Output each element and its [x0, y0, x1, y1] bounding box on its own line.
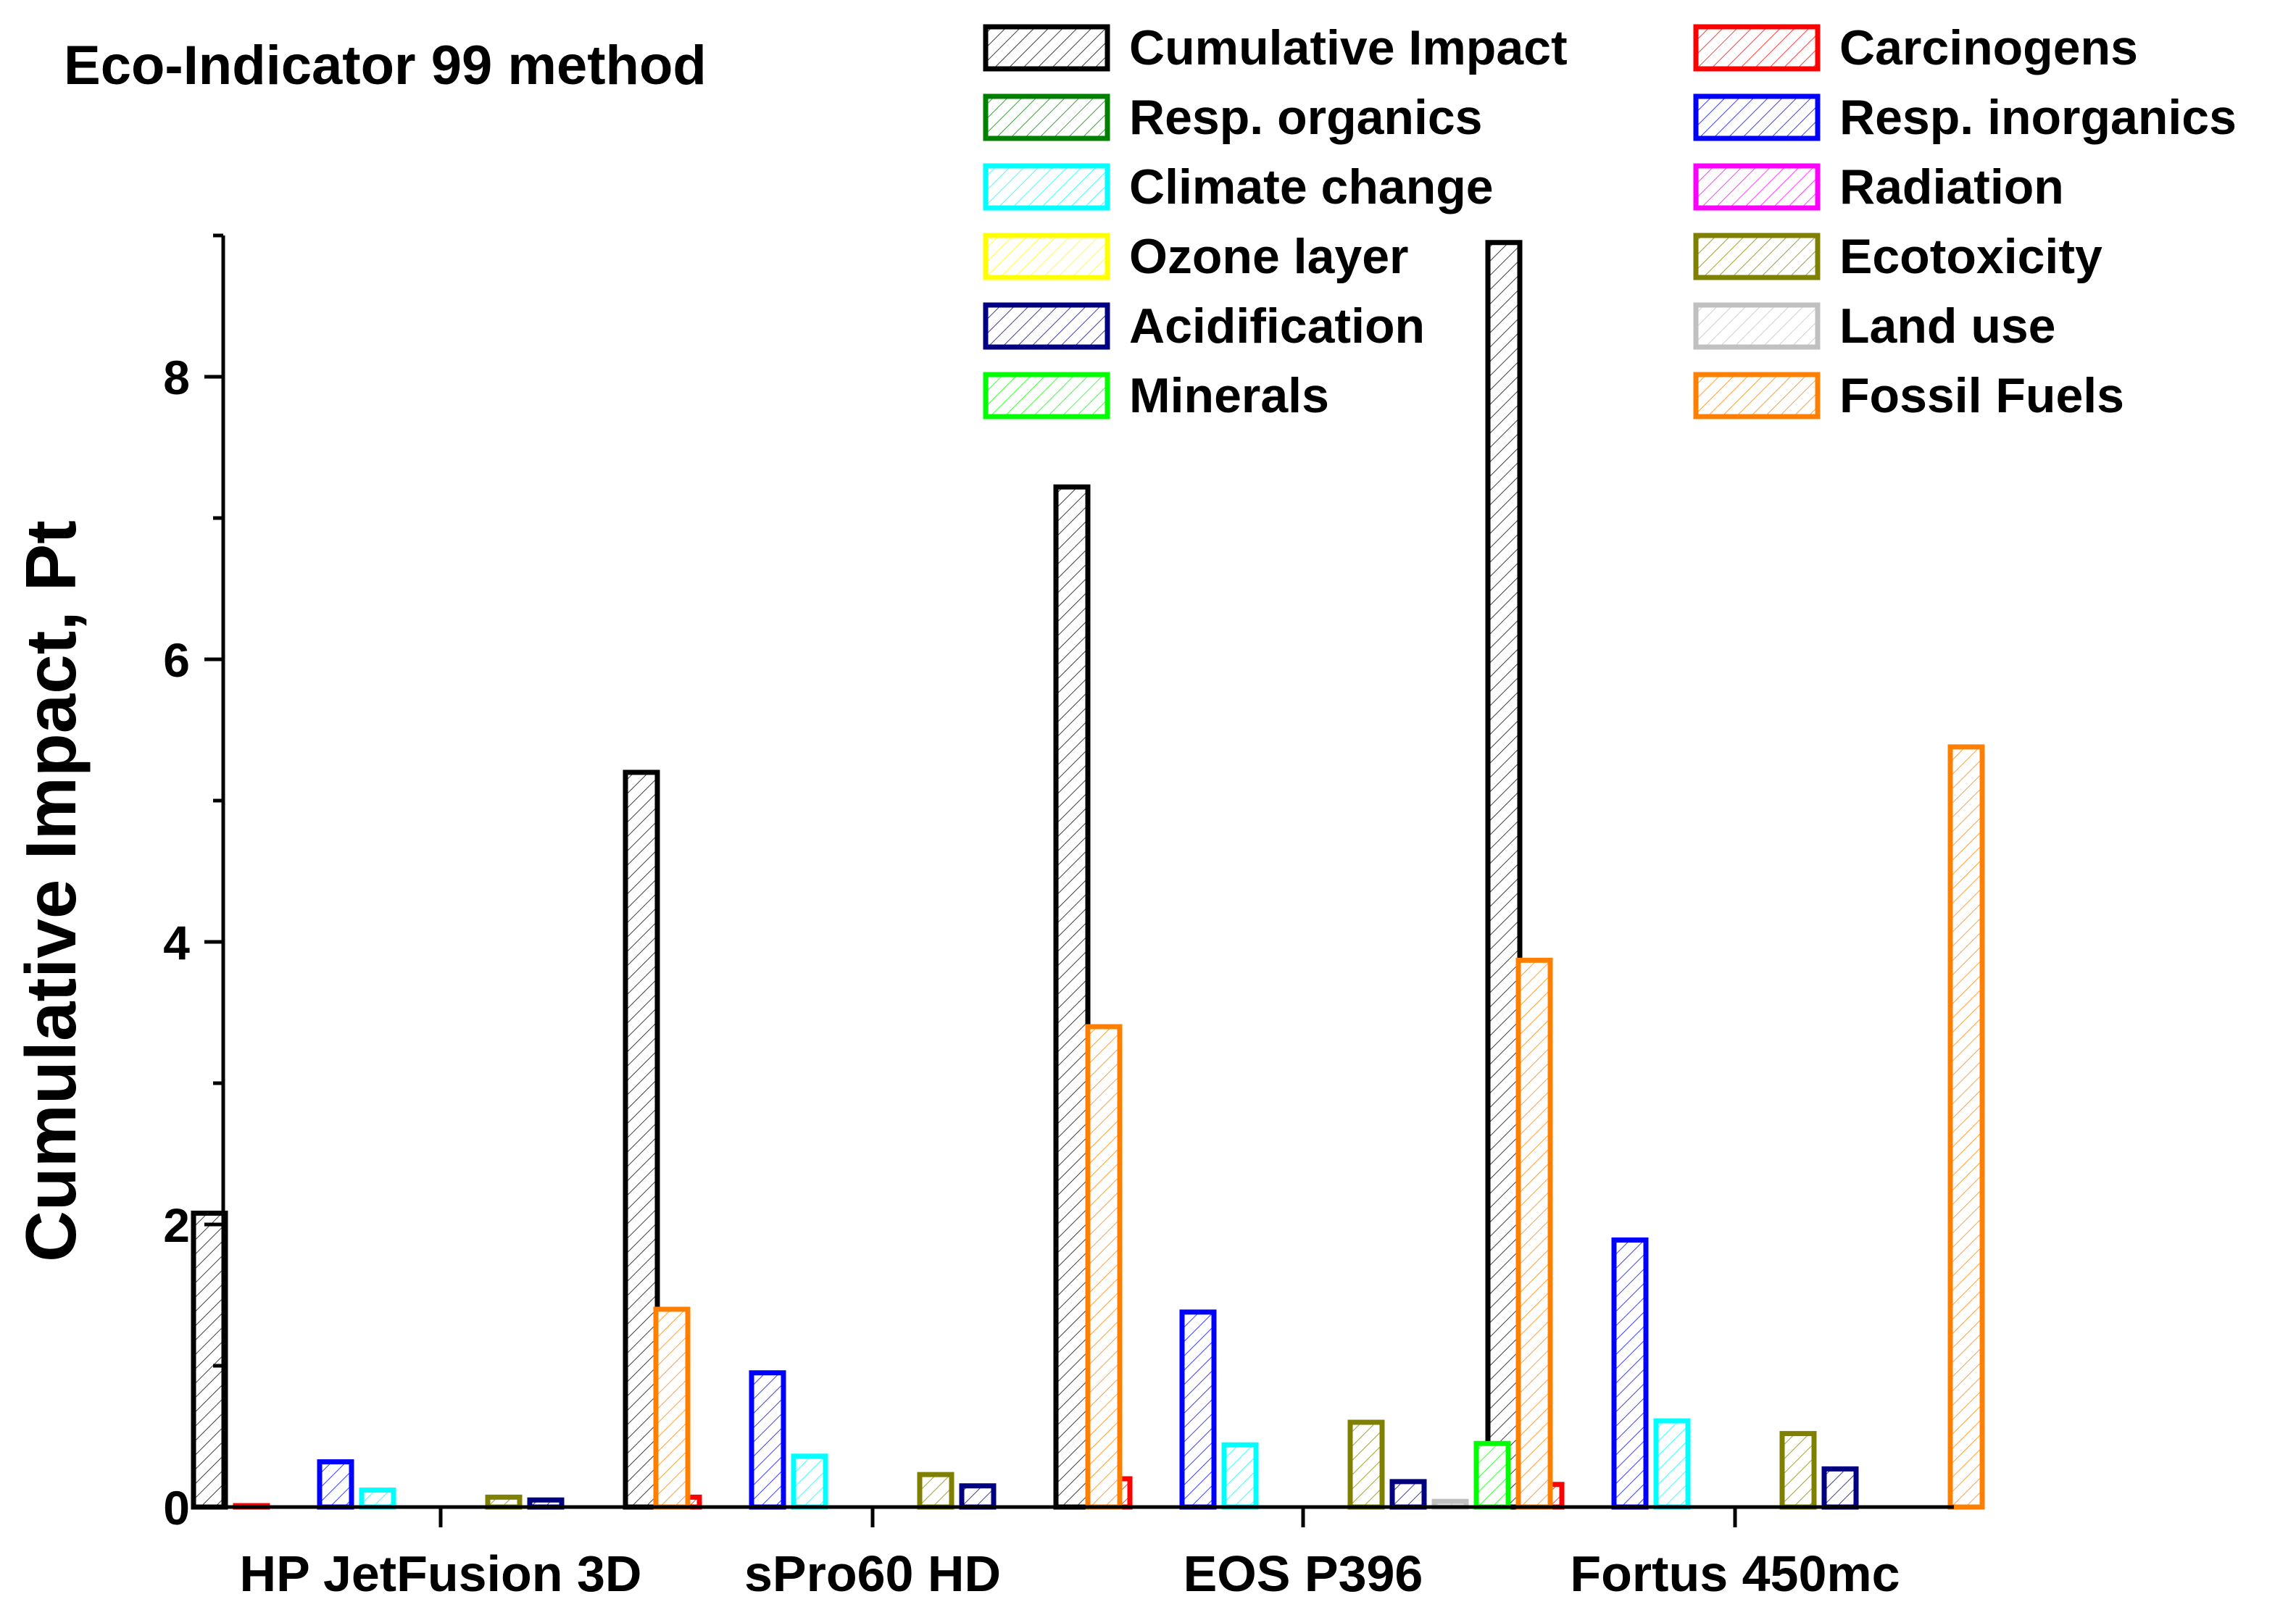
legend-label-radiation: Radiation — [1839, 159, 2064, 214]
chart-root: 0 2 4 6 8 HP JetFusion 3D sPro60 HD EOS P396 For… — [0, 0, 2296, 1615]
bar-cumulative-impact-spro60-hd — [625, 772, 657, 1507]
legend-item-cumulative-impact: Cumulative Impact — [986, 20, 1568, 75]
bar-fossil-fuels-eos-p396 — [1518, 960, 1550, 1507]
legend-label-acidification: Acidification — [1129, 299, 1425, 354]
y-tick-label: 0 — [163, 1481, 190, 1535]
bar-fossil-fuels-spro60-hd — [1088, 1027, 1120, 1507]
legend-swatch-land-use — [1696, 305, 1818, 347]
bar-minerals-eos-p396 — [1476, 1443, 1508, 1507]
legend-item-climate-change: Climate change — [986, 159, 1494, 214]
legend-swatch-carcinogens — [1696, 27, 1818, 69]
legend-swatch-resp-organics — [986, 96, 1107, 138]
legend-swatch-climate-change — [986, 166, 1107, 208]
legend-item-carcinogens: Carcinogens — [1696, 20, 2138, 75]
legend-item-acidification: Acidification — [986, 299, 1425, 354]
y-tick-label: 8 — [163, 351, 190, 404]
x-tick-label-eos-p396: EOS P396 — [1184, 1545, 1423, 1602]
legend-item-radiation: Radiation — [1696, 159, 2064, 214]
legend: Cumulative Impact Carcinogens Resp. organi… — [986, 20, 2237, 423]
plot-area — [194, 243, 1982, 1507]
bar-resp-inorganics-spro60-hd — [752, 1373, 783, 1507]
legend-swatch-cumulative-impact — [986, 27, 1107, 69]
legend-label-ecotoxicity: Ecotoxicity — [1839, 229, 2102, 284]
bar-resp-inorganics-hp-jetfusion-3d — [320, 1462, 352, 1507]
legend-swatch-ozone-layer — [986, 235, 1107, 277]
x-tick-label-hp-jetfusion-3d: HP JetFusion 3D — [240, 1545, 642, 1602]
x-tick-label-fortus-450mc: Fortus 450mc — [1570, 1545, 1900, 1602]
legend-label-cumulative-impact: Cumulative Impact — [1129, 20, 1568, 75]
bar-ecotoxicity-fortus-450mc — [1782, 1434, 1814, 1507]
bar-acidification-eos-p396 — [1392, 1482, 1424, 1507]
legend-item-land-use: Land use — [1696, 299, 2056, 354]
legend-item-fossil-fuels: Fossil Fuels — [1696, 368, 2124, 423]
legend-label-minerals: Minerals — [1129, 368, 1329, 423]
bar-climate-change-fortus-450mc — [1656, 1421, 1688, 1507]
legend-swatch-resp-inorganics — [1696, 96, 1818, 138]
bar-fossil-fuels-hp-jetfusion-3d — [656, 1309, 688, 1507]
legend-item-resp-organics: Resp. organics — [986, 90, 1483, 145]
bar-acidification-spro60-hd — [962, 1486, 994, 1507]
legend-swatch-acidification — [986, 305, 1107, 347]
legend-label-land-use: Land use — [1839, 299, 2056, 354]
legend-label-resp-inorganics: Resp. inorganics — [1839, 90, 2237, 145]
legend-label-climate-change: Climate change — [1129, 159, 1494, 214]
legend-label-resp-organics: Resp. organics — [1129, 90, 1483, 145]
bar-resp-inorganics-eos-p396 — [1182, 1312, 1214, 1507]
y-tick-label: 6 — [163, 633, 190, 687]
bar-ecotoxicity-eos-p396 — [1350, 1422, 1382, 1507]
bar-fossil-fuels-fortus-450mc — [1950, 747, 1982, 1507]
bar-resp-inorganics-fortus-450mc — [1614, 1240, 1646, 1507]
x-tick-label-spro60-hd: sPro60 HD — [744, 1545, 1001, 1602]
legend-item-ozone-layer: Ozone layer — [986, 229, 1409, 284]
bar-cumulative-impact-eos-p396 — [1056, 487, 1088, 1507]
bar-ecotoxicity-spro60-hd — [920, 1474, 952, 1507]
bar-cumulative-impact-hp-jetfusion-3d — [194, 1213, 225, 1507]
bar-acidification-fortus-450mc — [1824, 1469, 1856, 1507]
legend-swatch-minerals — [986, 375, 1107, 417]
y-tick-label: 4 — [163, 916, 190, 969]
legend-swatch-radiation — [1696, 166, 1818, 208]
y-axis-label: Cumulative Impact, Pt — [11, 520, 91, 1262]
legend-item-resp-inorganics: Resp. inorganics — [1696, 90, 2237, 145]
bar-cumulative-impact-fortus-450mc — [1488, 243, 1520, 1507]
bar-climate-change-spro60-hd — [794, 1456, 825, 1507]
legend-label-fossil-fuels: Fossil Fuels — [1839, 368, 2124, 423]
legend-swatch-ecotoxicity — [1696, 235, 1818, 277]
bar-chart: 0 2 4 6 8 HP JetFusion 3D sPro60 HD EOS P396 For… — [0, 0, 2296, 1615]
y-tick-label: 2 — [163, 1198, 190, 1252]
legend-label-ozone-layer: Ozone layer — [1129, 229, 1409, 284]
legend-label-carcinogens: Carcinogens — [1839, 20, 2138, 75]
legend-item-minerals: Minerals — [986, 368, 1329, 423]
bar-climate-change-hp-jetfusion-3d — [362, 1490, 394, 1507]
bar-climate-change-eos-p396 — [1224, 1445, 1256, 1507]
chart-title: Eco-Indicator 99 method — [64, 35, 707, 96]
legend-swatch-fossil-fuels — [1696, 375, 1818, 417]
legend-item-ecotoxicity: Ecotoxicity — [1696, 229, 2102, 284]
